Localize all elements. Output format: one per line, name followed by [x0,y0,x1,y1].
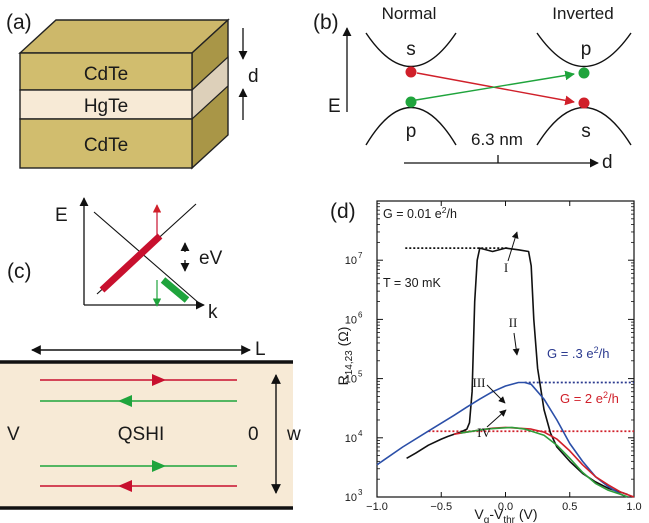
series-line-i [406,247,628,496]
y-tick-label: 10 [345,314,357,326]
panel-a: (a) CdTe HgTe CdTe d [6,11,259,170]
pointer-i [507,231,519,262]
right-contact-label: 0 [248,424,259,445]
panel-b-label: (b) [313,11,339,34]
inverted-p-dot [578,67,590,79]
normal-p-dot [405,96,417,108]
x-tick-label: −0.5 [430,501,452,513]
pointer-ii [512,332,520,356]
y-tick-exponent: 3 [358,488,363,497]
y-tick-exponent: 7 [358,251,363,260]
y-tick-label: 10 [345,255,357,267]
x-tick-label: 0.0 [498,501,513,513]
layer-label-hgte: HgTe [84,96,128,117]
edge-arrow-top-green [118,395,132,407]
x-tick-label: 1.0 [626,501,641,513]
series-line-iv [460,426,628,498]
width-label: w [286,424,301,445]
occupied-red-branch [99,233,163,293]
edge-arrow-bottom-red [118,480,132,492]
thickness-axis-label: d [602,152,613,173]
roman-label-iv: IV [477,425,491,440]
normal-label: Normal [382,4,437,23]
y-tick-label: 10 [345,374,357,386]
x-tick-label: −1.0 [366,501,388,513]
normal-valence-band [365,107,457,146]
qshi-label: QSHI [118,424,164,445]
edge-arrow-top-red [152,374,166,386]
y-axis-label: R14,23 (Ω) [335,327,355,386]
g2-label: G = 2 e2/h [560,390,619,406]
panel-b: (b) Normal Inverted E s p p s 6.3 nm d [313,4,632,173]
dispersion-energy-label: E [55,205,68,226]
x-tick-label: 0.5 [562,501,577,513]
roman-label-i: I [504,260,508,275]
inverted-p-label: p [581,39,592,60]
g001-label: G = 0.01 e2/h [383,205,457,221]
panel-c-dispersion: (c) E k eV [7,197,223,323]
hgte-layer [19,89,193,120]
roman-label-iii: III [473,375,486,390]
g03-label: G = .3 e2/h [547,345,609,361]
cdte-bottom-layer [19,118,193,169]
dispersion-branch-down [93,211,201,305]
panel-d-label: (d) [330,200,356,223]
resistance-curves [376,247,635,498]
roman-label-ii: II [509,315,518,330]
qshi-device-region [0,362,293,508]
y-tick-exponent: 6 [358,310,363,319]
x-axis-label: Vg-Vthr (V) [474,506,537,523]
panel-c-label: (c) [7,260,32,283]
p-state-arrow [415,70,575,101]
normal-p-label: p [406,121,417,142]
inverted-conduction-band [536,32,632,68]
layer-label-cdte-top: CdTe [84,64,128,85]
dispersion-k-label: k [208,302,218,323]
cdte-top-layer [19,52,193,91]
panel-a-label: (a) [6,11,32,34]
pointer-iv [486,409,507,428]
bias-label: eV [199,248,223,269]
y-tick-label: 10 [345,433,357,445]
crossover-label: 6.3 nm [471,130,523,149]
inverted-s-label: s [581,121,591,142]
thickness-label: d [248,66,259,87]
pointer-iii [486,384,506,404]
normal-s-dot [405,66,417,78]
y-tick-exponent: 5 [358,370,363,379]
length-label: L [255,339,266,360]
y-tick-label: 10 [345,492,357,504]
inverted-s-dot [578,97,590,109]
panel-c-device: L V QSHI 0 w [0,339,301,510]
inverted-label: Inverted [552,4,613,23]
energy-label: E [328,96,341,117]
reference-lines [405,247,634,433]
temperature-label: T = 30 mK [383,276,441,290]
left-contact-label: V [7,424,20,445]
y-tick-exponent: 4 [358,429,363,438]
edge-arrow-bottom-green [152,460,166,472]
normal-s-label: s [406,39,416,60]
layer-label-cdte-bottom: CdTe [84,135,128,156]
occupied-green-branch [160,277,190,303]
